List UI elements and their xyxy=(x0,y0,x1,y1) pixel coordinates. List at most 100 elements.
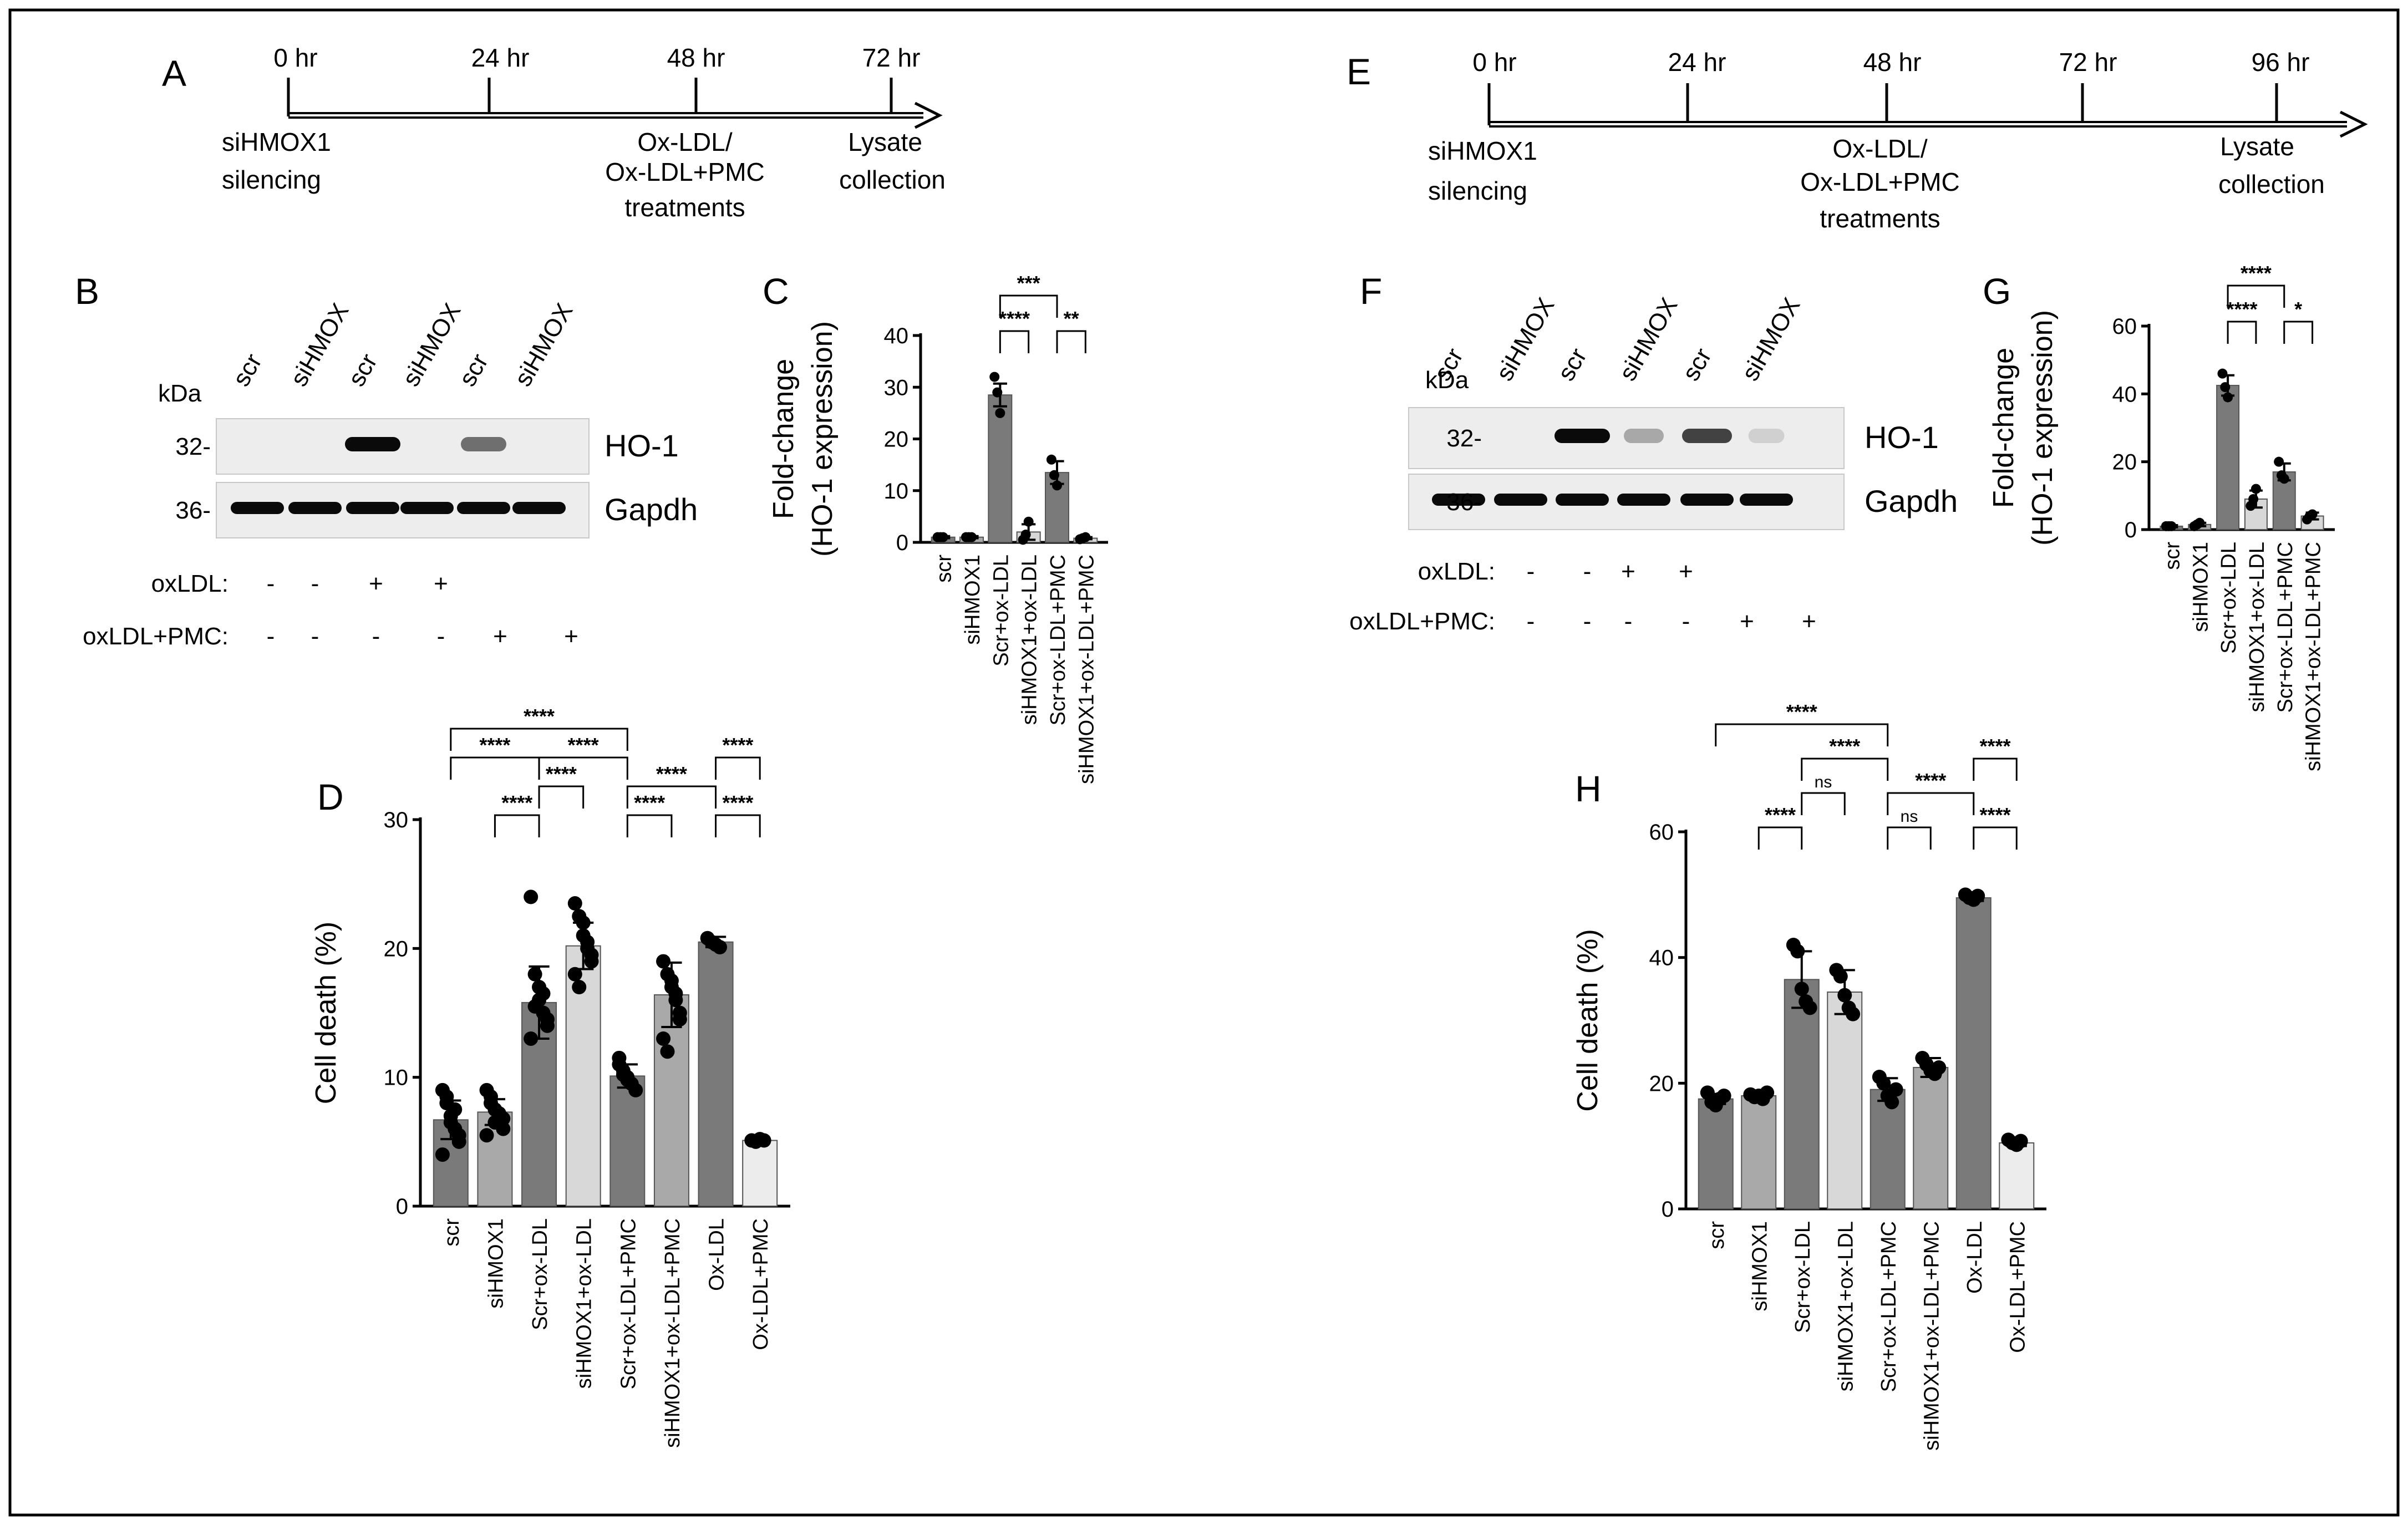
x-tick-label: Scr+ox-LDL+PMC xyxy=(1877,1221,1901,1392)
x-tick-label: Scr+ox-LDL xyxy=(1791,1221,1815,1333)
timeline-e-event: silencing xyxy=(1428,176,1527,205)
x-tick-label: Ox-LDL xyxy=(1963,1221,1987,1294)
timeline-e-event: treatments xyxy=(1820,204,1940,233)
x-tick-label: scr xyxy=(1705,1221,1729,1249)
y-axis-label: Cell death (%) xyxy=(310,922,342,1104)
timeline-e-time: 96 hr xyxy=(2252,48,2310,77)
panel-label-c: C xyxy=(763,271,789,312)
significance-label: **** xyxy=(1979,804,2010,826)
timeline-e-event: collection xyxy=(2218,170,2325,199)
treatment-mark: - xyxy=(1682,608,1690,635)
significance-label: **** xyxy=(1829,735,1860,758)
bar xyxy=(2216,385,2240,531)
kda-label: kDa xyxy=(1425,367,1469,394)
gapdh-band xyxy=(1617,494,1670,506)
timeline-e: 0 hr 24 hr 48 hr 72 hr 96 hr siHMOX1 sil… xyxy=(1428,48,2368,233)
bar xyxy=(698,941,734,1207)
treatment-mark: - xyxy=(1583,608,1592,635)
data-point xyxy=(1888,1082,1903,1097)
treatment-mark: - xyxy=(311,570,319,597)
gapdh-band xyxy=(512,502,566,514)
bar-chart-d: D 0 10 20 30 Cell death (%) scr siHMOX1 Scr+ox-L… xyxy=(310,705,790,1448)
significance-bracket xyxy=(999,294,1058,318)
y-tick-label: 10 xyxy=(384,1066,409,1090)
timeline-a-event: treatments xyxy=(624,193,745,222)
significance-bracket xyxy=(999,330,1030,353)
significance-bracket xyxy=(715,756,761,780)
y-tick-label: 20 xyxy=(384,937,409,961)
significance-label: **** xyxy=(2241,262,2272,284)
panel-label-d: D xyxy=(317,776,344,817)
ho1-band xyxy=(1554,429,1610,443)
significance-label: ns xyxy=(1901,807,1918,826)
gapdh-band xyxy=(1556,494,1609,506)
bar xyxy=(1741,1095,1777,1209)
kda-label: kDa xyxy=(158,380,202,407)
data-point xyxy=(435,1147,450,1162)
blot-protein-label: HO-1 xyxy=(1865,420,1939,455)
significance-bracket xyxy=(1973,758,2018,781)
data-point xyxy=(672,1012,687,1027)
timeline-e-time: 48 hr xyxy=(1863,48,1922,77)
gapdh-band xyxy=(1680,494,1734,506)
x-tick-label: Scr+ox-LDL xyxy=(2217,542,2241,654)
x-tick-label: Scr+ox-LDL xyxy=(989,555,1013,667)
data-point xyxy=(656,1031,671,1046)
treatment-mark: - xyxy=(311,623,319,650)
treatment-label: oxLDL+PMC: xyxy=(83,623,228,650)
ho1-band xyxy=(1682,429,1732,443)
timeline-a-arrowhead xyxy=(914,101,943,129)
timeline-a-event: Lysate xyxy=(848,128,922,156)
significance-bracket xyxy=(1757,826,1803,850)
data-point xyxy=(524,889,539,904)
significance-bracket xyxy=(1887,826,1932,850)
x-tick-label: Scr+ox-LDL+PMC xyxy=(617,1218,640,1389)
kda-marker: 32- xyxy=(1446,425,1482,452)
y-axis-label: Fold-change xyxy=(1988,348,2020,508)
x-tick-label: siHMOX1 xyxy=(484,1218,507,1309)
treatment-mark: + xyxy=(493,623,507,650)
significance-label: **** xyxy=(634,791,665,814)
panel-label-h: H xyxy=(1575,768,1602,809)
y-tick-label: 40 xyxy=(2112,382,2137,406)
data-point xyxy=(584,947,599,962)
x-tick-label: scr xyxy=(440,1218,464,1247)
x-tick-label: Scr+ox-LDL+PMC xyxy=(1046,555,1070,725)
ho1-blot-strip xyxy=(216,418,590,475)
significance-bracket xyxy=(494,814,540,837)
y-tick-label: 0 xyxy=(896,531,908,555)
significance-bracket xyxy=(1715,723,1889,746)
timeline-e-event: Ox-LDL+PMC xyxy=(1800,167,1960,196)
timeline-e-time: 24 hr xyxy=(1668,48,1726,77)
treatment-mark: + xyxy=(369,570,383,597)
y-axis-label: (HO-1 expression) xyxy=(806,321,839,557)
x-tick-label: Scr+ox-LDL+PMC xyxy=(2274,542,2297,713)
timeline-e-time: 72 hr xyxy=(2059,48,2117,77)
significance-bracket xyxy=(1801,792,1846,815)
timeline-e-event: Lysate xyxy=(2220,132,2294,161)
y-tick-label: 30 xyxy=(384,808,409,832)
data-point xyxy=(989,372,1000,382)
panel-label-e: E xyxy=(1347,51,1371,92)
x-tick-label: Scr+ox-LDL xyxy=(529,1218,552,1330)
timeline-a-event: Ox-LDL+PMC xyxy=(605,157,765,186)
treatment-mark: - xyxy=(1583,558,1592,585)
bar xyxy=(742,1140,778,1207)
significance-label: **** xyxy=(479,734,510,756)
significance-label: **** xyxy=(722,791,753,814)
treatment-label: oxLDL: xyxy=(1418,558,1495,585)
y-tick-label: 30 xyxy=(884,375,909,400)
bar xyxy=(1698,1098,1734,1209)
x-tick-label: scr xyxy=(2161,542,2184,570)
significance-bracket xyxy=(626,814,673,837)
significance-bracket xyxy=(715,814,761,837)
bar xyxy=(1999,1142,2035,1209)
data-point xyxy=(496,1111,511,1126)
treatment-mark: + xyxy=(1802,608,1816,635)
treatment-label: oxLDL: xyxy=(151,570,228,597)
timeline-e-time: 0 hr xyxy=(1472,48,1516,77)
kda-marker: 32- xyxy=(175,433,211,460)
timeline-e-event: Ox-LDL/ xyxy=(1832,134,1927,163)
y-tick-label: 60 xyxy=(2112,314,2137,339)
